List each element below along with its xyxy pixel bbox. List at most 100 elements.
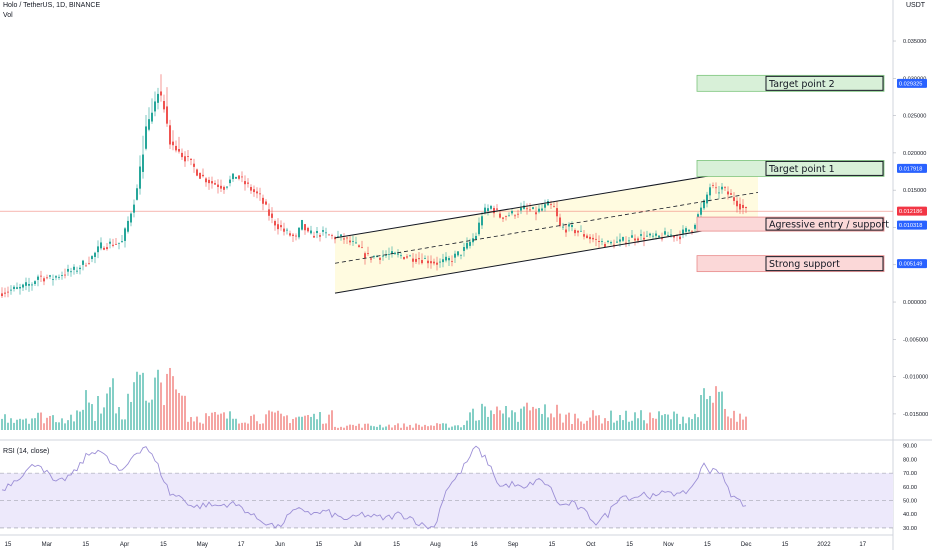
volume-bar: [49, 415, 51, 430]
volume-bar: [115, 413, 117, 430]
level-zone-3: [696, 255, 885, 273]
volume-bar: [208, 416, 210, 430]
volume-bar: [676, 413, 678, 430]
volume-bar: [100, 413, 102, 430]
candle-body: [208, 179, 210, 184]
candle-body: [607, 240, 609, 242]
volume-bar: [76, 410, 78, 430]
volume-bar: [121, 419, 123, 430]
volume-bar: [724, 408, 726, 430]
volume-bar: [409, 424, 411, 430]
volume-bar: [412, 427, 414, 430]
volume-bar: [337, 427, 339, 430]
candle-body: [28, 284, 30, 286]
volume-bar: [406, 426, 408, 430]
volume-bar: [241, 422, 243, 430]
volume-bar: [148, 402, 150, 430]
candle-body: [445, 256, 447, 261]
candle-body: [52, 279, 54, 280]
candle-body: [391, 251, 393, 254]
volume-bar: [550, 413, 552, 430]
volume-bar: [574, 413, 576, 430]
candle-body: [157, 93, 159, 103]
candle-body: [553, 206, 555, 208]
candle-body: [328, 234, 330, 236]
candle-body: [595, 238, 597, 240]
candle-body: [307, 227, 309, 232]
candle-body: [133, 204, 135, 213]
candle-body: [574, 230, 576, 234]
rsi-tick-label: 60.00: [903, 485, 917, 491]
volume-bar: [610, 410, 612, 430]
candle-body: [322, 230, 324, 232]
candle-body: [334, 237, 336, 240]
volume-bar: [4, 414, 6, 430]
volume-bar: [235, 418, 237, 430]
candle-body: [346, 237, 348, 239]
volume-bar: [691, 419, 693, 430]
candle-body: [205, 178, 207, 183]
volume-bar: [58, 422, 60, 430]
volume-bar: [712, 402, 714, 430]
candle-body: [652, 235, 654, 237]
candle-body: [40, 275, 42, 277]
candle-body: [259, 193, 261, 195]
volume-bar: [463, 425, 465, 430]
candle-body: [232, 173, 234, 180]
candle-body: [667, 235, 669, 236]
volume-bar: [229, 411, 231, 430]
volume-bar: [307, 415, 309, 430]
volume-bar: [118, 407, 120, 430]
volume-bar: [679, 423, 681, 430]
volume-bar: [385, 426, 387, 430]
candle-body: [109, 241, 111, 244]
candle-body: [670, 234, 672, 236]
volume-bar: [181, 395, 183, 430]
time-tick-label: Apr: [120, 542, 129, 548]
candle-body: [685, 228, 687, 232]
volume-bar: [262, 423, 264, 430]
time-tick-label: 2022: [817, 542, 831, 548]
candle-body: [556, 208, 558, 217]
volume-bar: [205, 413, 207, 430]
candle-body: [688, 229, 690, 232]
volume-bar: [22, 419, 24, 430]
volume-bar: [106, 393, 108, 430]
volume-bar: [70, 414, 72, 430]
volume-bar: [586, 420, 588, 430]
candle-body: [88, 263, 90, 265]
volume-bar: [604, 418, 606, 430]
volume-bar: [130, 401, 132, 430]
volume-bar: [706, 399, 708, 430]
volume-bar: [529, 410, 531, 430]
level-badge-1: [897, 163, 927, 173]
candle-body: [481, 216, 483, 226]
volume-bar: [742, 419, 744, 430]
volume-bar: [313, 413, 315, 430]
volume-bar: [715, 386, 717, 430]
volume-bar: [160, 382, 162, 430]
time-tick-label: 15: [782, 542, 789, 548]
candle-body: [67, 268, 69, 272]
volume-bar: [334, 426, 336, 430]
volume-bar: [484, 406, 486, 430]
candle-body: [460, 254, 462, 256]
candle-body: [31, 284, 33, 286]
candle-body: [199, 172, 201, 179]
volume-bar: [247, 423, 249, 430]
volume-bar: [730, 418, 732, 430]
candle-body: [172, 141, 174, 146]
candle-body: [43, 278, 45, 282]
volume-bar: [571, 423, 573, 430]
volume-bar: [292, 418, 294, 430]
volume-bar: [640, 410, 642, 430]
candle-body: [502, 217, 504, 219]
volume-bar: [238, 423, 240, 430]
candle-body: [739, 203, 741, 210]
candle-body: [490, 205, 492, 209]
candle-body: [355, 242, 357, 244]
candle-body: [733, 197, 735, 201]
volume-bar: [382, 427, 384, 430]
time-tick-label: 15: [315, 542, 322, 548]
